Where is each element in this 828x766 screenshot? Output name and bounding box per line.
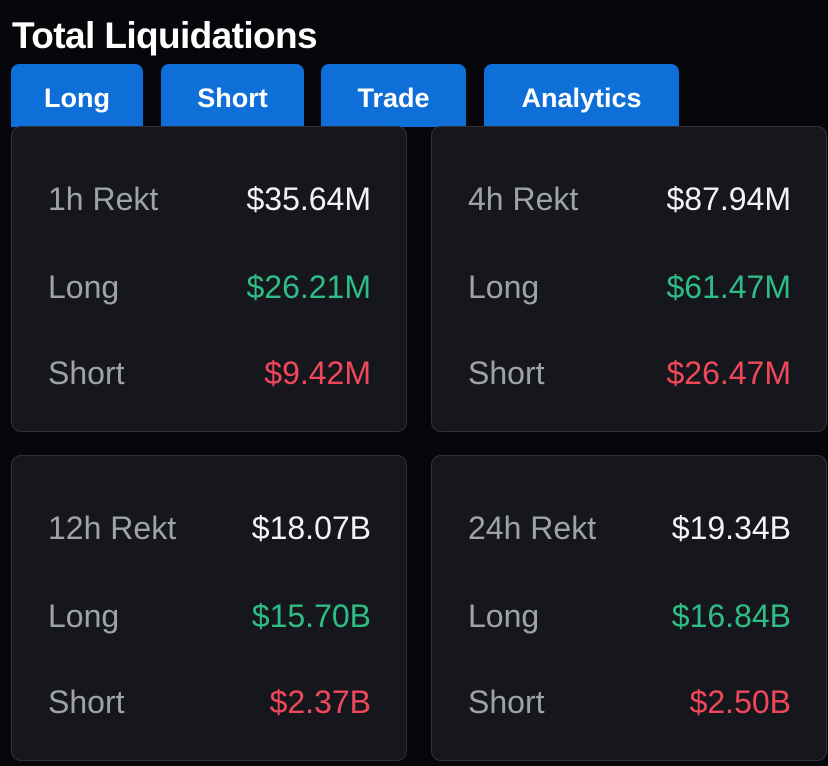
short-value: $26.47M — [666, 354, 791, 391]
tab-trade[interactable]: Trade — [321, 64, 466, 127]
total-value: $87.94M — [666, 180, 791, 217]
long-label: Long — [468, 268, 540, 305]
period-label: 12h Rekt — [48, 509, 177, 546]
total-row: 24h Rekt $19.34B — [468, 508, 791, 548]
period-label: 1h Rekt — [48, 180, 159, 217]
long-value: $15.70B — [251, 597, 371, 634]
tab-short[interactable]: Short — [161, 64, 304, 127]
total-row: 1h Rekt $35.64M — [48, 179, 371, 219]
liquidation-card-1h: 1h Rekt $35.64M Long $26.21M Short $9.42… — [11, 126, 407, 432]
liquidation-card-12h: 12h Rekt $18.07B Long $15.70B Short $2.3… — [11, 455, 407, 761]
long-value: $16.84B — [671, 597, 791, 634]
short-label: Short — [48, 683, 125, 720]
total-value: $35.64M — [246, 180, 371, 217]
short-label: Short — [48, 354, 125, 391]
short-value: $9.42M — [264, 354, 371, 391]
short-row: Short $26.47M — [468, 353, 791, 393]
tab-long[interactable]: Long — [11, 64, 143, 127]
long-value: $61.47M — [666, 268, 791, 305]
long-label: Long — [48, 597, 120, 634]
short-row: Short $9.42M — [48, 353, 371, 393]
long-row: Long $16.84B — [468, 596, 791, 636]
liquidation-card-24h: 24h Rekt $19.34B Long $16.84B Short $2.5… — [431, 455, 827, 761]
long-label: Long — [48, 268, 120, 305]
total-row: 12h Rekt $18.07B — [48, 508, 371, 548]
total-row: 4h Rekt $87.94M — [468, 179, 791, 219]
long-row: Long $15.70B — [48, 596, 371, 636]
tab-analytics[interactable]: Analytics — [484, 64, 679, 127]
liquidation-card-4h: 4h Rekt $87.94M Long $61.47M Short $26.4… — [431, 126, 827, 432]
total-value: $18.07B — [251, 509, 371, 546]
period-label: 24h Rekt — [468, 509, 597, 546]
short-row: Short $2.37B — [48, 682, 371, 722]
short-row: Short $2.50B — [468, 682, 791, 722]
period-label: 4h Rekt — [468, 180, 579, 217]
short-value: $2.50B — [689, 683, 791, 720]
short-label: Short — [468, 683, 545, 720]
page-title: Total Liquidations — [12, 15, 318, 56]
short-label: Short — [468, 354, 545, 391]
total-value: $19.34B — [671, 509, 791, 546]
long-row: Long $61.47M — [468, 267, 791, 307]
short-value: $2.37B — [269, 683, 371, 720]
long-label: Long — [468, 597, 540, 634]
long-row: Long $26.21M — [48, 267, 371, 307]
long-value: $26.21M — [246, 268, 371, 305]
